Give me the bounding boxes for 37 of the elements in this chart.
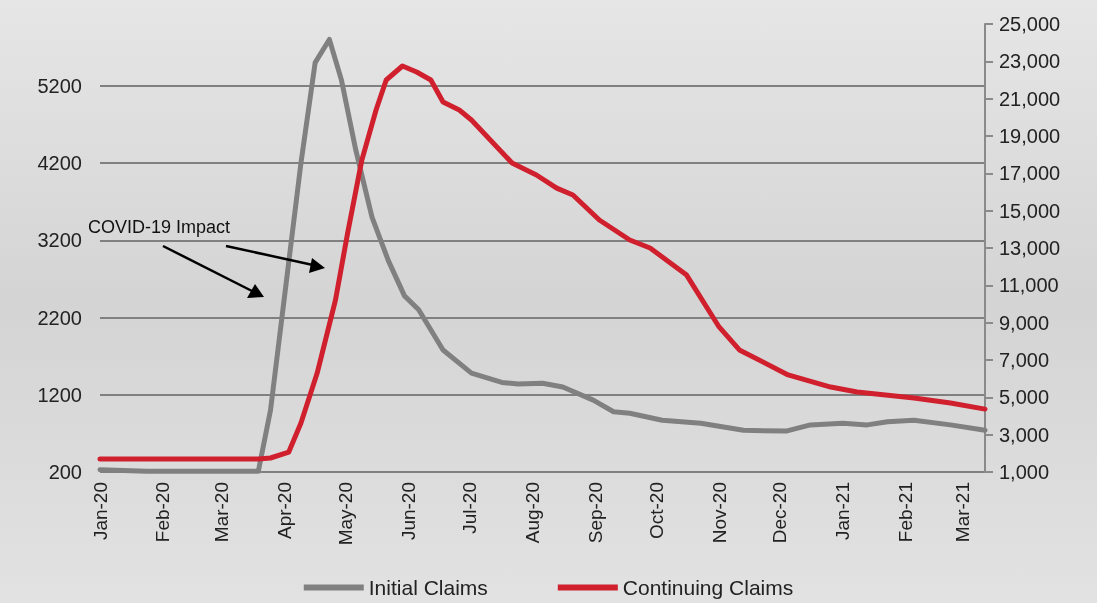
- legend-label: Continuing Claims: [622, 576, 794, 599]
- x-tick-label: Nov-20: [708, 482, 730, 544]
- y2-tick-label: 13,000: [999, 237, 1061, 259]
- y2-tick-label: 1,000: [999, 461, 1050, 483]
- x-tick-label: Mar-21: [952, 482, 974, 543]
- x-tick-label: Feb-21: [895, 482, 917, 543]
- y-tick-label: 1200: [37, 383, 82, 406]
- x-tick-label: Sep-20: [584, 482, 606, 544]
- y-tick-label: 2200: [37, 306, 82, 329]
- y2-tick-label: 23,000: [999, 50, 1061, 73]
- x-tick-label: Mar-20: [211, 482, 233, 543]
- x-tick-label: Jan-20: [89, 482, 111, 541]
- y2-tick-label: 5,000: [999, 386, 1050, 409]
- y2-tick-label: 25,000: [999, 13, 1061, 35]
- x-tick-label: Jul-20: [458, 482, 480, 534]
- x-tick-label: Jun-20: [398, 482, 420, 541]
- y2-tick-label: 21,000: [999, 87, 1061, 110]
- y-tick-label: 200: [48, 461, 82, 483]
- legend-label: Initial Claims: [368, 576, 488, 599]
- y2-tick-label: 11,000: [999, 274, 1059, 297]
- y2-tick-label: 9,000: [999, 311, 1050, 334]
- y-tick-label: 5200: [37, 74, 82, 97]
- y2-tick-label: 7,000: [999, 349, 1050, 371]
- y2-tick-label: 15,000: [999, 199, 1061, 222]
- y2-tick-label: 3,000: [999, 423, 1050, 446]
- x-tick-label: May-20: [335, 482, 357, 546]
- x-tick-label: Dec-20: [769, 482, 791, 544]
- y2-tick-label: 17,000: [999, 162, 1061, 185]
- x-tick-label: Apr-20: [274, 482, 296, 540]
- y2-tick-label: 19,000: [999, 125, 1061, 147]
- y-tick-label: 4200: [37, 152, 82, 175]
- x-tick-label: Feb-20: [152, 482, 174, 543]
- x-tick-label: Aug-20: [521, 482, 543, 544]
- y-tick-label: 3200: [37, 229, 82, 252]
- x-tick-label: Jan-21: [832, 482, 854, 541]
- annotation: COVID-19 Impact: [88, 217, 231, 237]
- x-tick-label: Oct-20: [645, 482, 667, 540]
